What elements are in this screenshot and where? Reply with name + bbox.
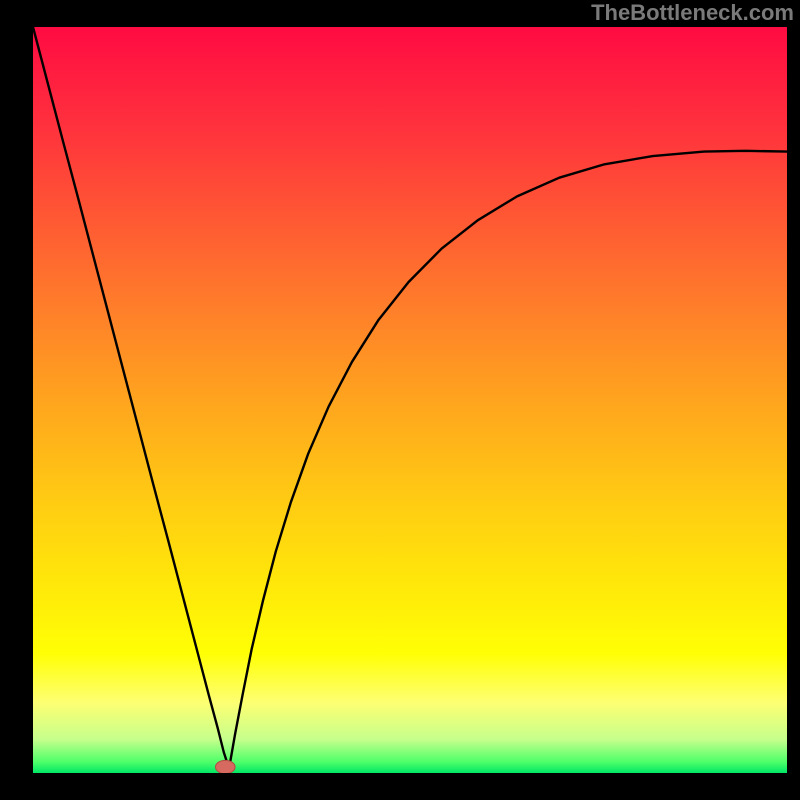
- minimum-marker: [215, 760, 235, 773]
- plot-area: [33, 27, 787, 773]
- watermark-label: TheBottleneck.com: [591, 0, 794, 26]
- v-curve: [33, 27, 787, 769]
- curve-overlay: [33, 27, 787, 773]
- chart-frame: TheBottleneck.com: [0, 0, 800, 800]
